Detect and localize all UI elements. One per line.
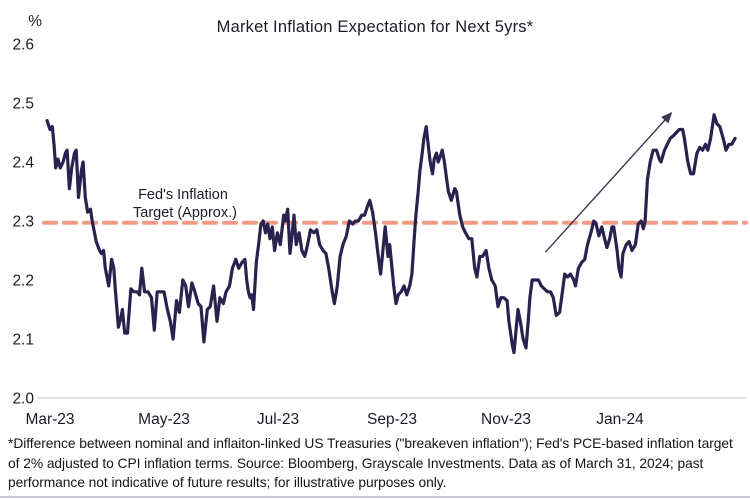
x-tick-label: Mar-23 [25,411,74,428]
chart-panel: Market Inflation Expectation for Next 5y… [12,13,748,428]
y-tick-label: 2.5 [12,96,34,113]
x-tick-label: May-23 [138,411,190,428]
y-tick-label: 2.6 [12,37,34,54]
trend-arrow [544,111,673,253]
y-tick-label: 2.3 [12,214,34,231]
y-tick-label: 2.1 [12,332,34,349]
footnote: *Difference between nominal and inflaito… [8,436,733,491]
y-tick-label: 2.4 [12,155,34,172]
x-tick-label: Jan-24 [596,411,644,428]
y-axis-unit-label: % [28,13,42,30]
bottom-divider [0,496,750,498]
fed-target-label: Fed's Inflation Target (Approx.) [133,187,237,221]
y-tick-label: 2.0 [12,391,34,408]
y-axis-tick-labels: 2.0 2.1 2.2 2.3 2.4 2.5 2.6 [12,37,34,408]
chart-title: Market Inflation Expectation for Next 5y… [217,18,534,36]
inflation-line-chart: Market Inflation Expectation for Next 5y… [12,13,748,428]
x-axis-tick-labels: Mar-23 May-23 Jul-23 Sep-23 Nov-23 Jan-24 [25,411,644,428]
x-tick-label: Jul-23 [257,411,299,428]
inflation-series-line [45,113,737,355]
x-tick-label: Nov-23 [481,411,531,428]
y-tick-label: 2.2 [12,273,34,290]
x-tick-label: Sep-23 [367,411,417,428]
